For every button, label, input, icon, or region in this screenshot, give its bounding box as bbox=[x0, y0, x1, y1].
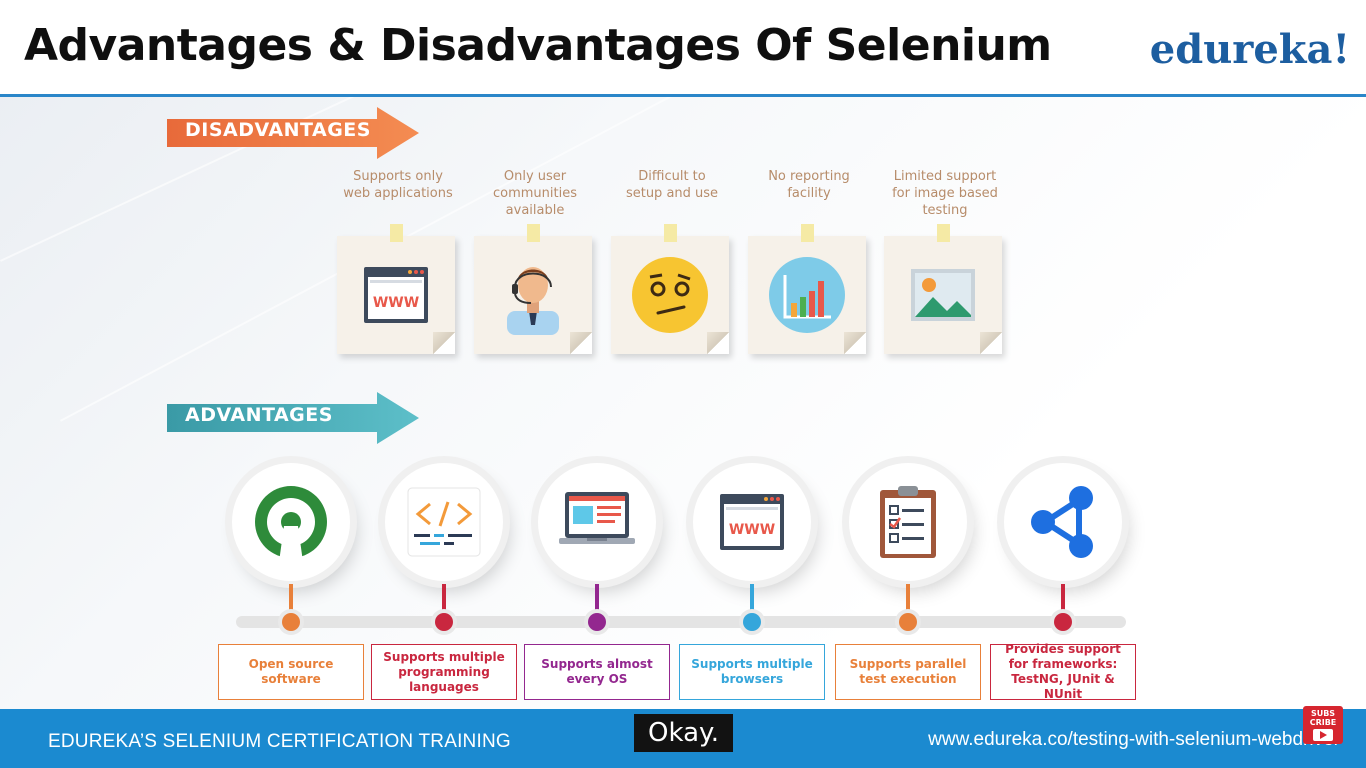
page-curl bbox=[707, 332, 729, 354]
svg-text:WWW: WWW bbox=[373, 295, 419, 311]
disadvantage-caption: Limited support for image based testing bbox=[892, 169, 998, 218]
code-icon bbox=[407, 487, 481, 557]
page-curl bbox=[980, 332, 1002, 354]
timeline-stem bbox=[906, 584, 910, 620]
timeline-dot bbox=[1054, 613, 1072, 631]
tape bbox=[937, 224, 950, 242]
subscribe-button[interactable]: SUBS CRIBE bbox=[1303, 706, 1343, 744]
background-line bbox=[60, 44, 768, 422]
timeline-dot bbox=[435, 613, 453, 631]
subscribe-text-line: CRIBE bbox=[1309, 718, 1337, 727]
timeline-dot bbox=[743, 613, 761, 631]
brand-logo: edureka! bbox=[1149, 26, 1350, 73]
header-divider bbox=[0, 94, 1366, 97]
orange-arrow-shape bbox=[167, 107, 419, 159]
timeline-stem bbox=[750, 584, 754, 620]
open-source-icon bbox=[255, 486, 327, 562]
timeline-stem bbox=[442, 584, 446, 620]
footer-course-title: EDUREKA’S SELENIUM CERTIFICATION TRAININ… bbox=[48, 731, 511, 752]
timeline-stem bbox=[289, 584, 293, 620]
sticky-note bbox=[748, 224, 866, 354]
timeline-dot bbox=[588, 613, 606, 631]
advantage-label: Provides support for frameworks: TestNG, J… bbox=[990, 642, 1136, 701]
disadvantage-caption: Difficult to setup and use bbox=[625, 169, 719, 201]
tape bbox=[664, 224, 677, 242]
advantage-label: Open source software bbox=[218, 644, 364, 700]
advantage-label: Supports multiple programming languages bbox=[371, 644, 517, 700]
timeline-stem bbox=[1061, 584, 1065, 620]
share-icon bbox=[1031, 486, 1093, 558]
www-browser-icon: WWW bbox=[364, 267, 428, 323]
sticky-note: WWW bbox=[337, 224, 455, 354]
timeline-bar bbox=[236, 616, 1126, 628]
advantage-label: Supports almost every OS bbox=[524, 644, 670, 700]
advantage-icon-circle bbox=[1004, 463, 1122, 581]
timeline-dot bbox=[899, 613, 917, 631]
tape bbox=[801, 224, 814, 242]
advantage-label: Supports parallel test execution bbox=[835, 644, 981, 700]
video-caption: Okay. bbox=[634, 714, 733, 752]
page-curl bbox=[570, 332, 592, 354]
page-curl bbox=[844, 332, 866, 354]
svg-text:WWW: WWW bbox=[729, 522, 775, 538]
timeline-stem bbox=[595, 584, 599, 620]
advantage-icon-circle bbox=[849, 463, 967, 581]
tape bbox=[390, 224, 403, 242]
sticky-note bbox=[474, 224, 592, 354]
advantages-banner: ADVANTAGES bbox=[167, 392, 423, 444]
checklist-clipboard-icon bbox=[880, 486, 936, 558]
footer-url[interactable]: www.edureka.co/testing-with-selenium-web… bbox=[928, 729, 1340, 750]
page-curl bbox=[433, 332, 455, 354]
image-icon bbox=[911, 269, 975, 321]
teal-arrow-shape bbox=[167, 392, 419, 444]
advantage-label: Supports multiple browsers bbox=[679, 644, 825, 700]
support-agent-icon bbox=[507, 267, 559, 335]
laptop-icon bbox=[559, 492, 635, 544]
disadvantages-label: DISADVANTAGES bbox=[185, 119, 371, 141]
disadvantage-caption: Supports only web applications bbox=[343, 169, 453, 201]
play-icon bbox=[1313, 729, 1333, 741]
sticky-note bbox=[611, 224, 729, 354]
www-browser-icon: WWW bbox=[720, 494, 784, 550]
disadvantages-banner: DISADVANTAGES bbox=[167, 107, 423, 159]
advantage-icon-circle bbox=[232, 463, 350, 581]
tape bbox=[527, 224, 540, 242]
sticky-note bbox=[884, 224, 1002, 354]
slide-title: Advantages & Disadvantages Of Selenium bbox=[24, 20, 1052, 71]
header: Advantages & Disadvantages Of Selenium e… bbox=[0, 0, 1366, 95]
advantages-label: ADVANTAGES bbox=[185, 404, 333, 426]
disadvantage-caption: No reporting facility bbox=[768, 169, 850, 201]
subscribe-text-line: SUBS bbox=[1310, 709, 1336, 718]
advantage-icon-circle bbox=[385, 463, 503, 581]
advantage-icon-circle bbox=[538, 463, 656, 581]
timeline-dot bbox=[282, 613, 300, 631]
confused-face-icon bbox=[632, 257, 708, 333]
bar-chart-icon bbox=[769, 257, 845, 333]
advantage-icon-circle: WWW bbox=[693, 463, 811, 581]
disadvantage-caption: Only user communities available bbox=[493, 169, 577, 218]
